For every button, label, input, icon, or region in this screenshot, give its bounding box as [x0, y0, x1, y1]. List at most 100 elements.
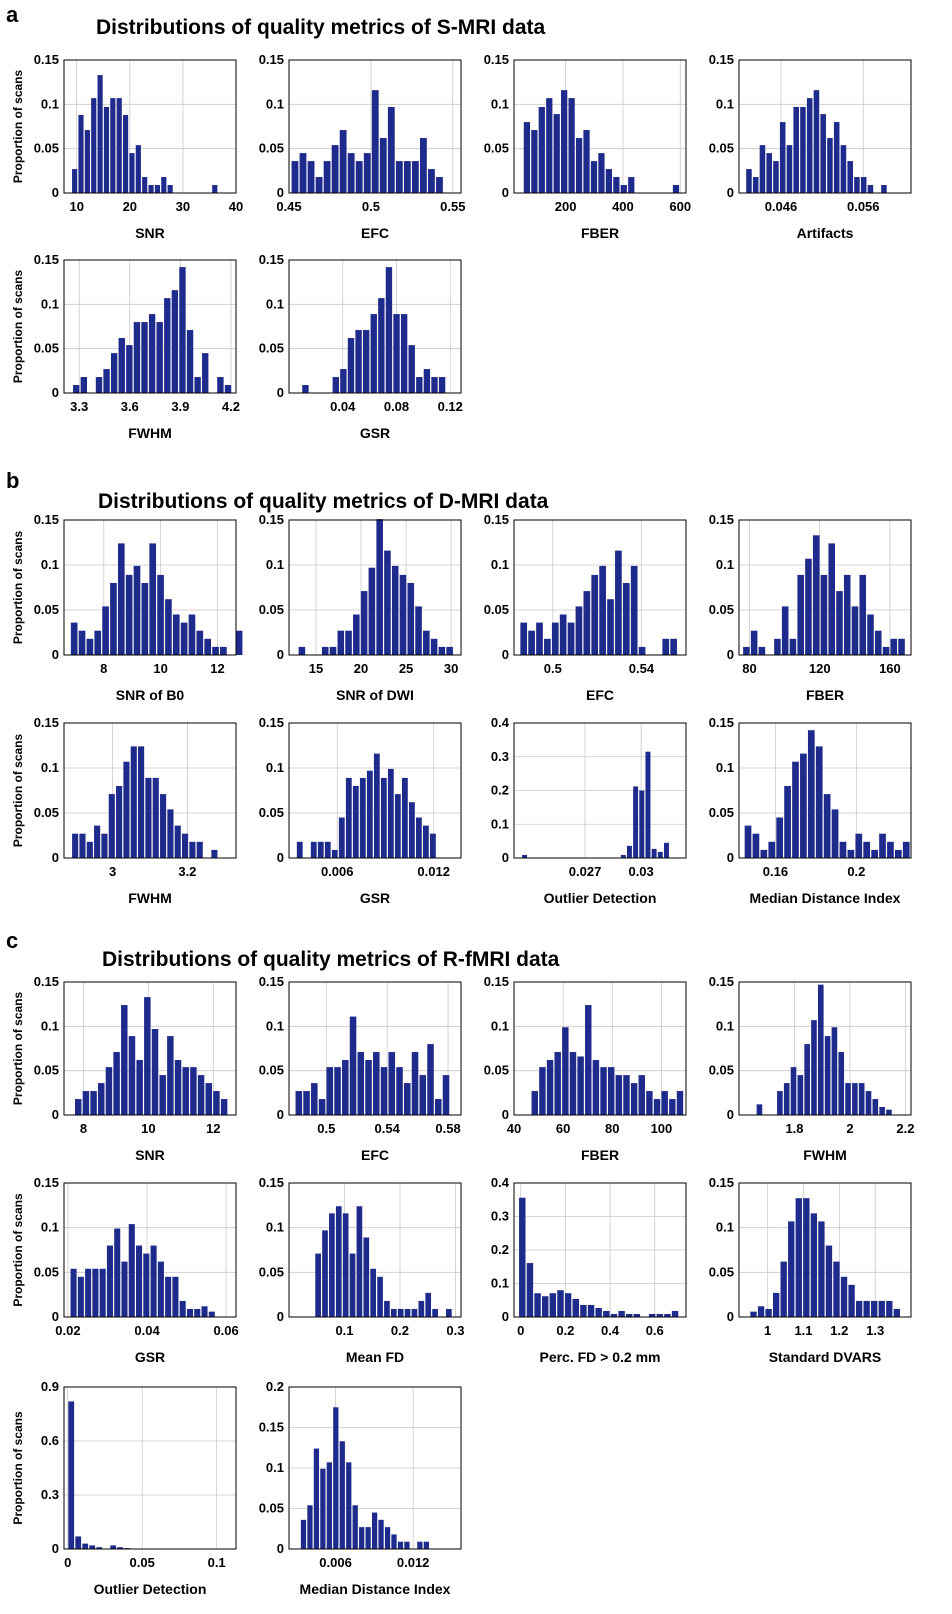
y-tick-label: 0.1 [491, 557, 509, 572]
histogram-bar [359, 777, 366, 858]
y-tick-label: 0 [52, 385, 59, 400]
y-tick-label: 0 [727, 1309, 734, 1324]
histogram-bar [360, 591, 368, 655]
y-axis-label: Proportion of scans [11, 531, 25, 645]
x-tick-label: 0.5 [317, 1121, 335, 1136]
y-tick-label: 0.15 [259, 1175, 284, 1190]
histogram-bar [744, 825, 752, 858]
histogram-bar [190, 1067, 197, 1115]
histogram-bar [756, 1104, 763, 1115]
histogram-bar [411, 1308, 418, 1317]
histogram-bar [110, 353, 118, 393]
x-tick-label: 100 [651, 1121, 673, 1136]
histogram-bar [531, 1091, 538, 1115]
histogram-bar [854, 177, 860, 193]
histogram-bar [580, 1304, 587, 1317]
y-tick-label: 0.1 [266, 96, 284, 111]
x-tick-label: 0.1 [208, 1555, 226, 1570]
histogram-bar [300, 1519, 307, 1549]
y-tick-label: 0.15 [34, 715, 59, 730]
histogram-bar [872, 1099, 879, 1115]
histogram-bar [758, 646, 766, 655]
histogram-bar [208, 1311, 215, 1317]
y-tick-label: 0 [277, 850, 284, 865]
histogram-bar [790, 1067, 797, 1115]
x-axis-label: Median Distance Index [300, 1581, 451, 1597]
histogram-bar [855, 833, 863, 858]
histogram-bar [615, 550, 622, 655]
y-tick-label: 0.15 [709, 512, 734, 527]
y-tick-label: 0.15 [709, 715, 734, 730]
histogram-bar [326, 1067, 334, 1115]
x-tick-label: 0.2 [847, 864, 865, 879]
histogram-chart: 0 0.05 0.1 0.15 0.046 0.056 Artifacts [709, 52, 912, 241]
histogram-bar [567, 622, 575, 655]
x-tick-label: 0.54 [629, 661, 655, 676]
x-tick-label: 0.006 [319, 1555, 352, 1570]
y-axis-label: Proportion of scans [11, 70, 25, 184]
histogram-bar [384, 1300, 390, 1317]
histogram-bar [116, 98, 122, 193]
y-tick-label: 0 [277, 185, 284, 200]
panel-letter-b: b [6, 468, 19, 493]
histogram-bar [95, 377, 103, 393]
x-tick-label: 0 [517, 1323, 524, 1338]
x-tick-label: 0.06 [213, 1323, 238, 1338]
y-axis-label: Proportion of scans [11, 992, 25, 1106]
histogram-bar [894, 849, 902, 858]
histogram-bar [551, 622, 559, 655]
histogram-bar [331, 145, 339, 193]
histogram-bar [434, 1099, 442, 1115]
y-tick-label: 0.05 [34, 341, 59, 356]
histogram-bar [651, 848, 657, 858]
histogram-bar [130, 746, 137, 858]
histogram-bar [531, 130, 538, 193]
histogram-bar [356, 1206, 363, 1317]
y-tick-label: 0.1 [491, 1018, 509, 1033]
histogram-bar [780, 1261, 787, 1317]
plot-frame [513, 722, 687, 859]
x-tick-label: 0.08 [384, 399, 409, 414]
histogram-bar [743, 646, 750, 655]
x-tick-label: 12 [210, 661, 224, 676]
histogram-bar [411, 161, 419, 193]
histogram-bar [342, 1060, 349, 1115]
histogram-bar [157, 574, 164, 655]
histogram-bar [86, 841, 93, 858]
histogram-bar [817, 984, 824, 1115]
histogram-bar [363, 1237, 370, 1317]
histogram-bar [82, 1543, 89, 1549]
histogram-bar [607, 1067, 615, 1115]
y-tick-label: 0 [277, 1107, 284, 1122]
y-tick-label: 0.1 [716, 760, 734, 775]
histogram-bar [430, 638, 438, 655]
histogram-bar [404, 1308, 411, 1317]
y-tick-label: 0 [502, 1107, 509, 1122]
histogram-bar [867, 185, 874, 193]
histogram-bar [890, 638, 898, 655]
histogram-bar [99, 1268, 106, 1317]
histogram-chart: 0 0.05 0.1 0.15 0.2 0.006 0.012 Median Distance… [259, 1379, 462, 1597]
histogram-bar [528, 630, 535, 655]
histogram-bar [352, 1505, 358, 1549]
x-tick-label: 0.006 [321, 864, 354, 879]
histogram-bar [812, 535, 820, 655]
histogram-bar [623, 1075, 630, 1115]
histogram-bar [887, 841, 894, 858]
histogram-bar [220, 646, 227, 655]
histogram-bar [384, 1527, 391, 1549]
x-axis-label: SNR [135, 1147, 165, 1163]
y-tick-label: 0.15 [34, 1175, 59, 1190]
histogram-bar [182, 833, 189, 858]
histogram-bar [102, 606, 109, 655]
x-tick-label: 2.2 [896, 1121, 914, 1136]
histogram-chart: 0 0.05 0.1 0.15 0.45 0.5 0.55 EFC [259, 52, 466, 241]
x-tick-label: 0.55 [440, 199, 465, 214]
histogram-bar [171, 290, 179, 393]
histogram-chart: 0 0.05 0.1 0.15 80 120 160 FBER [709, 512, 912, 703]
y-tick-label: 0.1 [266, 296, 284, 311]
histogram-bar [295, 1091, 303, 1115]
histogram-bar [772, 1292, 780, 1317]
histogram-bar [554, 1052, 561, 1115]
plot-area [64, 1387, 236, 1549]
